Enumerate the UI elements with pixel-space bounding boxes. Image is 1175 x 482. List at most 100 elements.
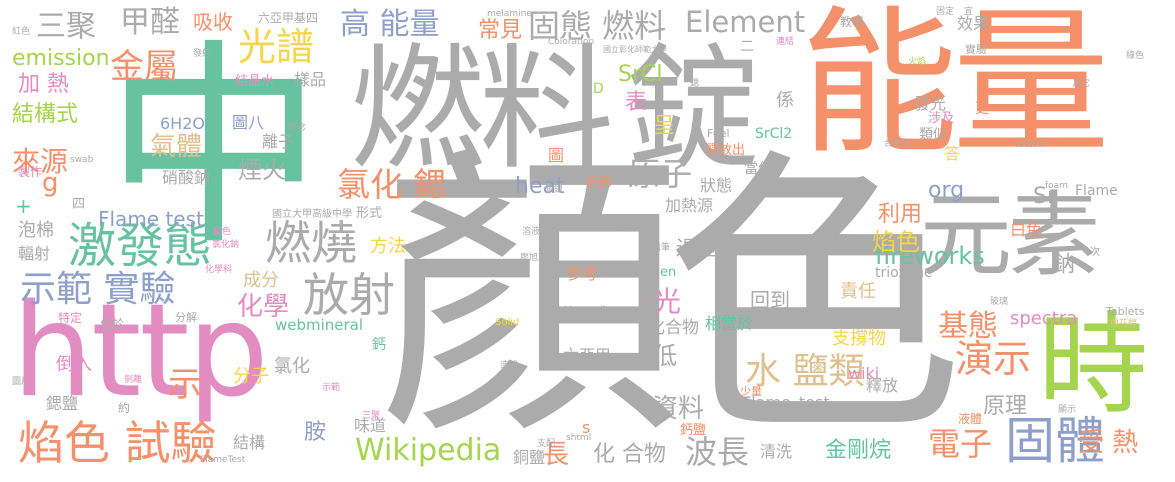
word: 高 能量	[340, 7, 440, 42]
word: 教學	[840, 15, 865, 29]
word: 樣品	[294, 70, 327, 89]
word: 煙火	[238, 156, 286, 184]
word: 白色	[1010, 220, 1043, 239]
word: 激發態	[68, 218, 213, 274]
word: 剝離	[124, 375, 143, 385]
word: Fuel	[707, 127, 730, 140]
word: Flame	[1075, 183, 1118, 199]
word: 係	[776, 90, 794, 111]
word: 波長	[685, 433, 750, 471]
word: 鈉	[1049, 252, 1074, 274]
word: 焰色 試驗	[18, 416, 217, 470]
word: D	[593, 81, 604, 97]
word: 紅色	[12, 27, 31, 37]
word: 形式	[356, 206, 383, 221]
word: 清洗	[760, 442, 793, 461]
word: 水 鹽類	[745, 351, 865, 392]
word: 氣體	[150, 132, 203, 162]
word: 長	[543, 440, 570, 470]
word: 味道	[354, 416, 387, 435]
word: 原理	[983, 394, 1028, 419]
word: 位於	[100, 317, 125, 331]
word: 參考	[566, 264, 599, 283]
word: 圖片	[12, 377, 31, 387]
word: 燃料	[350, 31, 614, 188]
word: 氯化	[274, 356, 310, 377]
word: 硝酸鈉	[162, 168, 211, 187]
word: 銅鹽	[513, 448, 546, 467]
word: s	[582, 418, 591, 437]
word: 圖八	[232, 113, 265, 132]
word: FlameTest	[200, 455, 246, 465]
word: 泡棉	[18, 220, 54, 241]
word: 基態	[938, 309, 998, 344]
word: Sr	[1033, 184, 1057, 209]
word: 電子	[928, 425, 993, 463]
word: 能量	[800, 0, 1110, 176]
word: 分子	[233, 366, 269, 387]
word: heat	[515, 174, 565, 199]
word: 演示	[955, 337, 1032, 381]
word: Coloration	[548, 37, 595, 47]
word: 合金絲	[884, 139, 912, 149]
word: 釋放	[866, 376, 899, 395]
word: 固定	[936, 7, 955, 17]
word: foam	[1045, 181, 1068, 191]
word: 加熱源	[665, 196, 714, 215]
word: 元素	[920, 182, 1100, 289]
word: 化學科	[205, 265, 233, 275]
word: +	[15, 194, 32, 218]
word: 發光	[914, 94, 947, 113]
word: 金屬	[110, 47, 178, 87]
word: SrCl	[618, 62, 663, 87]
word: 液體	[958, 412, 983, 426]
word: trioxane	[875, 265, 933, 281]
word: 燃燒	[265, 216, 357, 270]
word: 連結	[776, 37, 795, 47]
word: 利用	[878, 202, 923, 227]
word: 輻射	[18, 244, 51, 263]
word: 表	[625, 90, 648, 115]
word: 特定	[58, 311, 83, 325]
word: 支配	[537, 439, 556, 449]
word: 國立大甲高級中學	[272, 209, 352, 220]
word: 甲醛	[613, 219, 638, 233]
word: 常見	[478, 18, 523, 43]
word: 離子	[262, 132, 295, 151]
word: Wikipedia	[355, 433, 502, 468]
word: 廖旭茂	[520, 253, 548, 263]
word: 化 合物	[593, 442, 666, 467]
word: 加 熱	[18, 72, 69, 97]
word: 鍶	[690, 79, 700, 89]
word: 概念	[288, 123, 307, 133]
word: 氯化 鍶	[337, 165, 447, 204]
word: 狀態	[700, 176, 733, 195]
word: 約	[118, 401, 131, 415]
word: 鍶鹽	[46, 394, 79, 413]
word: 回到	[750, 288, 790, 312]
word: 鍍鎳	[545, 185, 564, 195]
word: 來源	[12, 145, 69, 178]
word: 氯化鈉	[212, 240, 240, 250]
word: swab	[70, 155, 94, 165]
word: 方法	[370, 236, 406, 257]
word: 答	[944, 144, 961, 163]
word: 資料	[652, 394, 705, 424]
word: 責任	[840, 281, 876, 302]
word: 釋放出	[706, 143, 746, 158]
word: 示範	[322, 383, 341, 393]
word: 甲醛	[120, 5, 180, 40]
word: fireworks	[875, 242, 985, 270]
word: 支撐物	[832, 328, 886, 349]
word: 老師	[584, 175, 612, 191]
word: 發射	[193, 49, 212, 59]
word: 類似	[919, 127, 947, 143]
word: 相當於	[705, 314, 754, 333]
word: wiki	[848, 364, 880, 383]
word: 製作	[18, 165, 43, 179]
word: 呈	[653, 114, 676, 139]
word: 顯示	[1058, 405, 1077, 415]
word: 二	[740, 39, 754, 55]
word: 6H2O	[160, 114, 205, 133]
